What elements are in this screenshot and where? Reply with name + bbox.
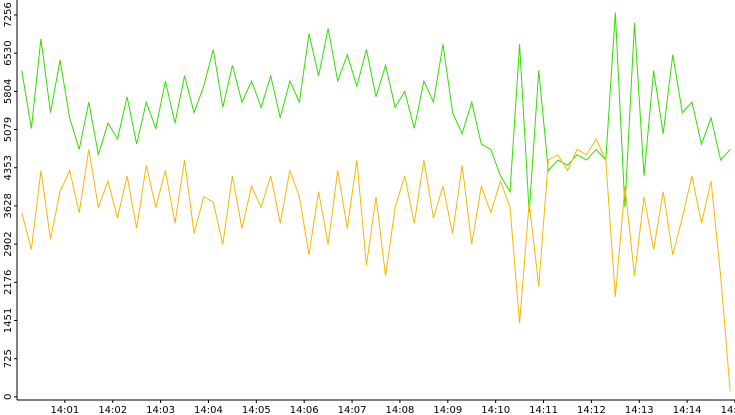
y-tick-label: 4353 [3,155,14,180]
y-tick-label: 2176 [3,270,14,295]
x-tick-label: 14:10 [481,405,510,415]
y-tick-label: 7256 [3,2,14,27]
x-tick-label: 14:08 [386,405,415,415]
x-tick-label: 14:14 [673,405,702,415]
x-tick-label: 14:11 [529,405,558,415]
x-tick-label: 14:01 [50,405,79,415]
x-tick-label: 14:12 [577,405,606,415]
y-tick-label: 3628 [3,193,14,218]
x-tick-label: 14:05 [242,405,271,415]
x-tick-label: 14:04 [194,405,223,415]
y-tick-label: 725 [3,349,14,368]
y-tick-label: 5079 [3,117,14,142]
x-tick-label: 14:06 [290,405,319,415]
y-tick-label: 0 [3,394,14,400]
x-tick-label: 14:03 [146,405,175,415]
x-tick-label: 14:02 [98,405,127,415]
series-line [21,137,731,392]
y-tick-label: 6530 [3,40,14,65]
x-tick-label: 14:15 [721,405,735,415]
series-line [21,12,731,213]
x-tick-label: 14:07 [338,405,367,415]
x-tick-label: 14:13 [625,405,654,415]
y-tick-label: 5804 [3,79,14,104]
x-tick-label: 14:09 [433,405,462,415]
y-tick-label: 1451 [3,308,14,333]
y-tick-label: 2902 [3,231,14,256]
